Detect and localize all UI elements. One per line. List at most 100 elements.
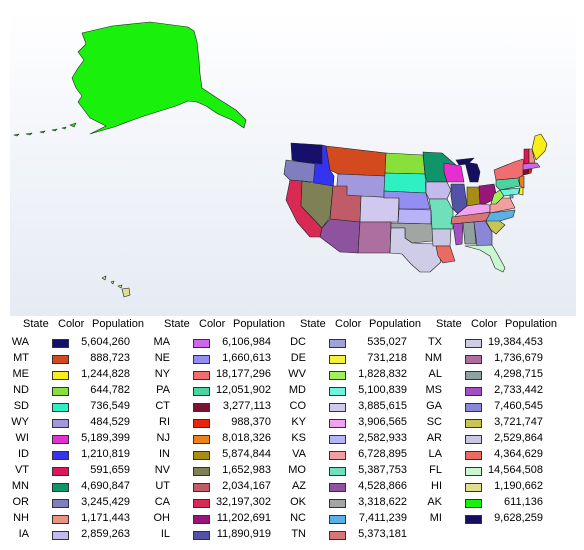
state-az (319, 218, 361, 254)
legend-row: CO 3,885,615 (277, 400, 417, 416)
legend-header-population: Population (505, 318, 557, 330)
legend-state-abbr: FL (429, 464, 442, 476)
legend-state-abbr: NM (424, 352, 442, 364)
legend-row: NC 7,411,239 (277, 512, 417, 528)
state-la (435, 245, 456, 264)
legend-state-abbr: TN (291, 528, 306, 540)
legend-state-abbr: MT (13, 352, 29, 364)
legend-color-swatch (329, 483, 346, 492)
legend-state-abbr: AL (428, 368, 442, 380)
legend-color-swatch (465, 419, 482, 428)
state-nj (518, 175, 525, 189)
state-wv (490, 189, 505, 205)
legend-color-swatch (329, 499, 346, 508)
legend-population: 6,728,895 (358, 448, 407, 460)
state-co (359, 195, 400, 223)
legend-row: MN 4,690,847 (0, 480, 140, 496)
legend-state-abbr: DE (290, 352, 306, 364)
legend-population: 736,549 (90, 400, 130, 412)
legend-state-abbr: KY (291, 416, 306, 428)
legend-row: DC 535,027 (277, 336, 417, 352)
legend-row: TN 5,373,181 (277, 528, 417, 544)
legend-color-swatch (465, 483, 482, 492)
legend-color-swatch (193, 355, 210, 364)
legend-row: ID 1,210,819 (0, 448, 140, 464)
legend-color-swatch (193, 531, 210, 540)
legend-color-swatch (52, 403, 69, 412)
legend-color-swatch (52, 419, 69, 428)
map-panel (10, 10, 576, 316)
legend-color-swatch (329, 371, 346, 380)
legend-state-abbr: LA (428, 448, 442, 460)
alaska-island (61, 126, 67, 130)
legend-row: SD 736,549 (0, 400, 140, 416)
legend-color-swatch (465, 451, 482, 460)
legend-state-abbr: SC (426, 416, 442, 428)
legend-row: MD 5,100,839 (277, 384, 417, 400)
legend-population: 5,387,753 (358, 464, 407, 476)
legend-color-swatch (52, 387, 69, 396)
legend-population: 3,277,113 (222, 400, 271, 412)
legend-state-abbr: AK (427, 496, 442, 508)
alaska-island (25, 132, 33, 136)
state-nc (485, 209, 516, 222)
legend-row: ND 644,782 (0, 384, 140, 400)
legend-color-swatch (52, 435, 69, 444)
legend-header-state: State (436, 318, 462, 330)
legend-color-swatch (193, 419, 210, 428)
legend-population: 19,384,453 (487, 336, 543, 348)
legend-row: HI 1,190,662 (413, 480, 553, 496)
state-tx (389, 227, 442, 273)
legend-state-abbr: PA (156, 384, 170, 396)
state-or (283, 159, 317, 183)
legend-header-population: Population (92, 318, 144, 330)
legend-row: CA 32,197,302 (141, 496, 281, 512)
legend-color-swatch (193, 339, 210, 348)
legend-color-swatch (329, 387, 346, 396)
legend-row: MO 5,387,753 (277, 464, 417, 480)
legend-population: 5,373,181 (358, 528, 407, 540)
legend-row: SC 3,721,747 (413, 416, 553, 432)
legend-population: 988,370 (231, 416, 271, 428)
legend-population: 4,298,715 (494, 368, 543, 380)
legend-state-abbr: DC (290, 336, 306, 348)
legend-state-abbr: NV (154, 464, 170, 476)
legend-row: NE 1,660,613 (141, 352, 281, 368)
legend-color-swatch (465, 435, 482, 444)
state-al (462, 221, 477, 245)
legend-population: 14,564,508 (487, 464, 543, 476)
legend-state-abbr: CO (289, 400, 307, 412)
legend-population: 3,721,747 (494, 416, 543, 428)
legend-row: IL 11,890,919 (141, 528, 281, 544)
legend-color-swatch (52, 451, 69, 460)
legend-state-abbr: MO (288, 464, 306, 476)
state-md (499, 187, 521, 197)
legend-header-state: State (23, 318, 49, 330)
legend-row: KS 2,582,933 (277, 432, 417, 448)
legend-row: NH 1,171,443 (0, 512, 140, 528)
legend-population: 1,244,828 (81, 368, 130, 380)
legend-state-abbr: MI (429, 512, 442, 524)
legend-color-swatch (465, 467, 482, 476)
legend-color-swatch (52, 371, 69, 380)
legend-population: 12,051,902 (215, 384, 271, 396)
legend-population: 7,411,239 (358, 512, 407, 524)
legend-population: 2,034,167 (222, 480, 271, 492)
legend-color-swatch (193, 387, 210, 396)
legend-state-abbr: GA (426, 400, 442, 412)
legend-population: 731,218 (367, 352, 407, 364)
legend-row: AR 2,529,864 (413, 432, 553, 448)
legend-population: 5,874,844 (222, 448, 271, 460)
legend-state-abbr: NC (290, 512, 306, 524)
legend-color-swatch (329, 467, 346, 476)
state-fl (464, 244, 506, 273)
legend-color-swatch (193, 435, 210, 444)
legend-color-swatch (52, 515, 69, 524)
legend-population: 4,364,629 (494, 448, 543, 460)
legend-population: 1,210,819 (81, 448, 130, 460)
state-me (531, 133, 548, 161)
legend-state-abbr: OR (12, 496, 30, 508)
legend-state-abbr: OK (290, 496, 306, 508)
alaska-island (39, 130, 46, 134)
state-nh (528, 148, 536, 164)
